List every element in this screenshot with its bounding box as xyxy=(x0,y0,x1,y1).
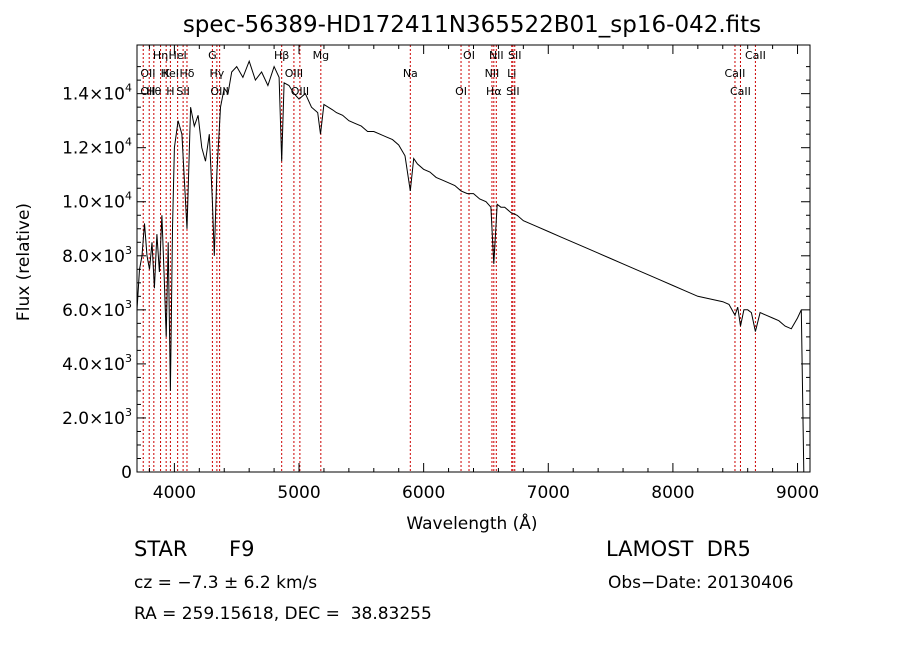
emission-line-markers xyxy=(142,45,756,472)
x-tick-label: 5000 xyxy=(277,483,320,503)
line-label: CaII xyxy=(730,85,751,98)
line-label: Mg xyxy=(313,49,329,62)
line-label: Hα xyxy=(486,85,502,98)
line-label: SII xyxy=(508,49,521,62)
y-tick-label: 4.0×103 xyxy=(62,352,132,375)
line-label: Li xyxy=(507,67,516,80)
x-tick-label: 6000 xyxy=(402,483,445,503)
line-label: K xyxy=(163,67,171,80)
line-label: Hγ xyxy=(209,67,224,80)
line-label: HeI xyxy=(161,67,179,80)
x-axis-label: Wavelength (Å) xyxy=(406,512,537,534)
chart-title: spec-56389-HD172411N365522B01_sp16-042.f… xyxy=(183,12,761,38)
y-tick-label: 8.0×103 xyxy=(62,244,132,267)
emission-line-labels: HθHηKHHeIHδSIIGHγOIIIHβOIIIOIIIMgNaOIOIN… xyxy=(140,49,766,98)
line-label: OIII xyxy=(285,67,303,80)
y-tick-label: 1.4×104 xyxy=(62,82,132,105)
y-tick-label: 6.0×103 xyxy=(62,298,132,321)
observation-date: Obs−Date: 20130406 xyxy=(608,573,794,593)
plot-frame xyxy=(136,44,811,473)
line-label: H xyxy=(166,85,174,98)
spectral-class: STAR xyxy=(134,537,188,561)
line-label: G xyxy=(208,49,217,62)
survey-name: LAMOST DR5 xyxy=(606,537,751,561)
line-label: OII xyxy=(140,85,155,98)
spectrum-line xyxy=(136,59,805,473)
line-label: CaII xyxy=(725,67,746,80)
y-axis: 0 2.0×103 4.0×103 6.0×103 8.0×103 1.0×104 1.2×… xyxy=(62,66,810,483)
line-label: Hθ xyxy=(146,85,161,98)
line-label: NII xyxy=(489,49,504,62)
y-tick-label: 2.0×103 xyxy=(62,406,132,429)
x-tick-label: 7000 xyxy=(527,483,570,503)
line-label: NII xyxy=(485,67,500,80)
line-label: OI xyxy=(463,49,475,62)
x-tick-label: 4000 xyxy=(153,483,196,503)
line-label: Na xyxy=(403,67,418,80)
x-axis: 4000 5000 6000 7000 8000 9000 xyxy=(148,45,819,503)
y-axis-label: Flux (relative) xyxy=(14,203,34,321)
line-label: OII xyxy=(140,67,155,80)
x-tick-label: 9000 xyxy=(776,483,819,503)
y-tick-label: 1.0×104 xyxy=(62,190,132,213)
line-label: Hη xyxy=(153,49,168,62)
y-tick-label: 0 xyxy=(121,463,132,483)
y-tick-label: 1.2×104 xyxy=(62,136,132,159)
line-label: CaII xyxy=(745,49,766,62)
line-label: OI xyxy=(455,85,467,98)
line-label: HeI xyxy=(168,49,186,62)
line-label: Hδ xyxy=(179,67,194,80)
line-label: SII xyxy=(506,85,519,98)
line-label: SII xyxy=(176,85,189,98)
ra-dec-coordinates: RA = 259.15618, DEC = 38.83255 xyxy=(134,604,432,624)
x-tick-label: 8000 xyxy=(651,483,694,503)
spectral-subclass: F9 xyxy=(229,537,255,561)
line-label: Hβ xyxy=(274,49,289,62)
redshift-velocity: cz = −7.3 ± 6.2 km/s xyxy=(134,573,318,593)
